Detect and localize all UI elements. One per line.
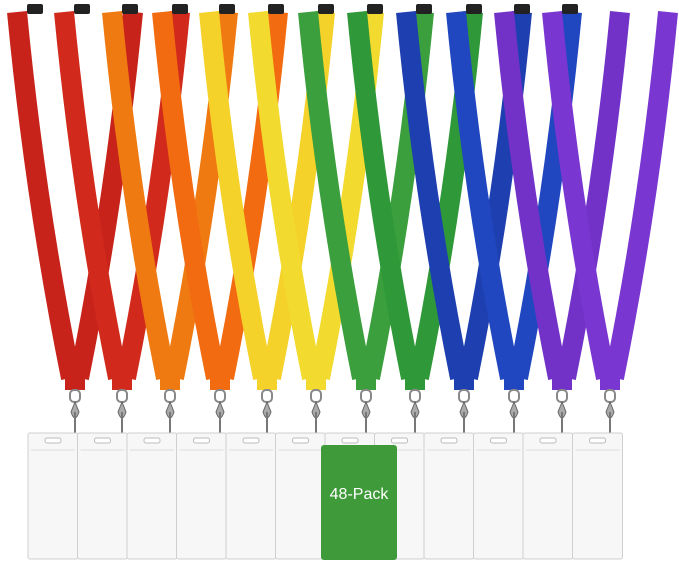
breakaway-clip [27,4,43,14]
lanyard-strap [494,11,568,380]
breakaway-clip [122,4,138,14]
badge-holder [423,432,475,560]
badge-holder [225,432,277,560]
lanyard-strap [248,11,322,380]
breakaway-clip [416,4,432,14]
breakaway-clip [367,4,383,14]
lanyard-end [356,368,376,390]
breakaway-clip [514,4,530,14]
lanyard-strap [199,11,273,380]
lanyard-strap [69,11,143,380]
badge-holder [126,432,178,560]
breakaway-clip [172,4,188,14]
badge-holder [572,432,623,560]
lanyard-strap [446,11,520,380]
holder-slot [292,437,309,444]
badge-holder [522,432,574,560]
holder-slot [341,437,359,444]
holder-slot [539,437,557,444]
lanyards [7,4,678,436]
lanyard-strap [604,11,678,380]
badge-holder [176,432,227,560]
holder-slot [44,437,62,444]
holder-slot [193,437,210,444]
holder-slot [242,437,260,444]
lanyard-strap [7,11,81,380]
lanyard-strap [54,11,128,380]
lanyard-end [600,368,620,390]
lanyard-end [257,368,277,390]
lanyard-end [552,368,572,390]
lanyard-end [454,368,474,390]
badge-holder [275,432,326,560]
breakaway-clip [318,4,334,14]
pack-badge [321,445,397,560]
holder-slot [143,437,161,444]
lanyard-end [112,368,132,390]
lanyard-strap [542,11,616,380]
breakaway-clip [268,4,284,14]
lanyard-end [160,368,180,390]
lanyard-strap [102,11,176,380]
breakaway-clip [74,4,90,14]
badge-holder [473,432,524,560]
holder-slot [589,437,606,444]
holder-slot [391,437,408,444]
holder-slot [94,437,111,444]
badge-holder [27,432,79,560]
breakaway-clip [466,4,482,14]
pack-label: 48-Pack [330,486,390,503]
lanyard-strap [556,11,630,380]
holder-slot [440,437,458,444]
lanyard-strap [347,11,421,380]
breakaway-clip [562,4,578,14]
lanyard-strap [396,11,470,380]
lanyard-end [405,368,425,390]
lanyard-end [504,368,524,390]
breakaway-clip [219,4,235,14]
holder-slot [490,437,507,444]
lanyard-end [210,368,230,390]
lanyard-strap [298,11,372,380]
lanyard-end [306,368,326,390]
badge-holder [77,432,128,560]
lanyard-strap [152,11,226,380]
lanyard-end [65,368,85,390]
